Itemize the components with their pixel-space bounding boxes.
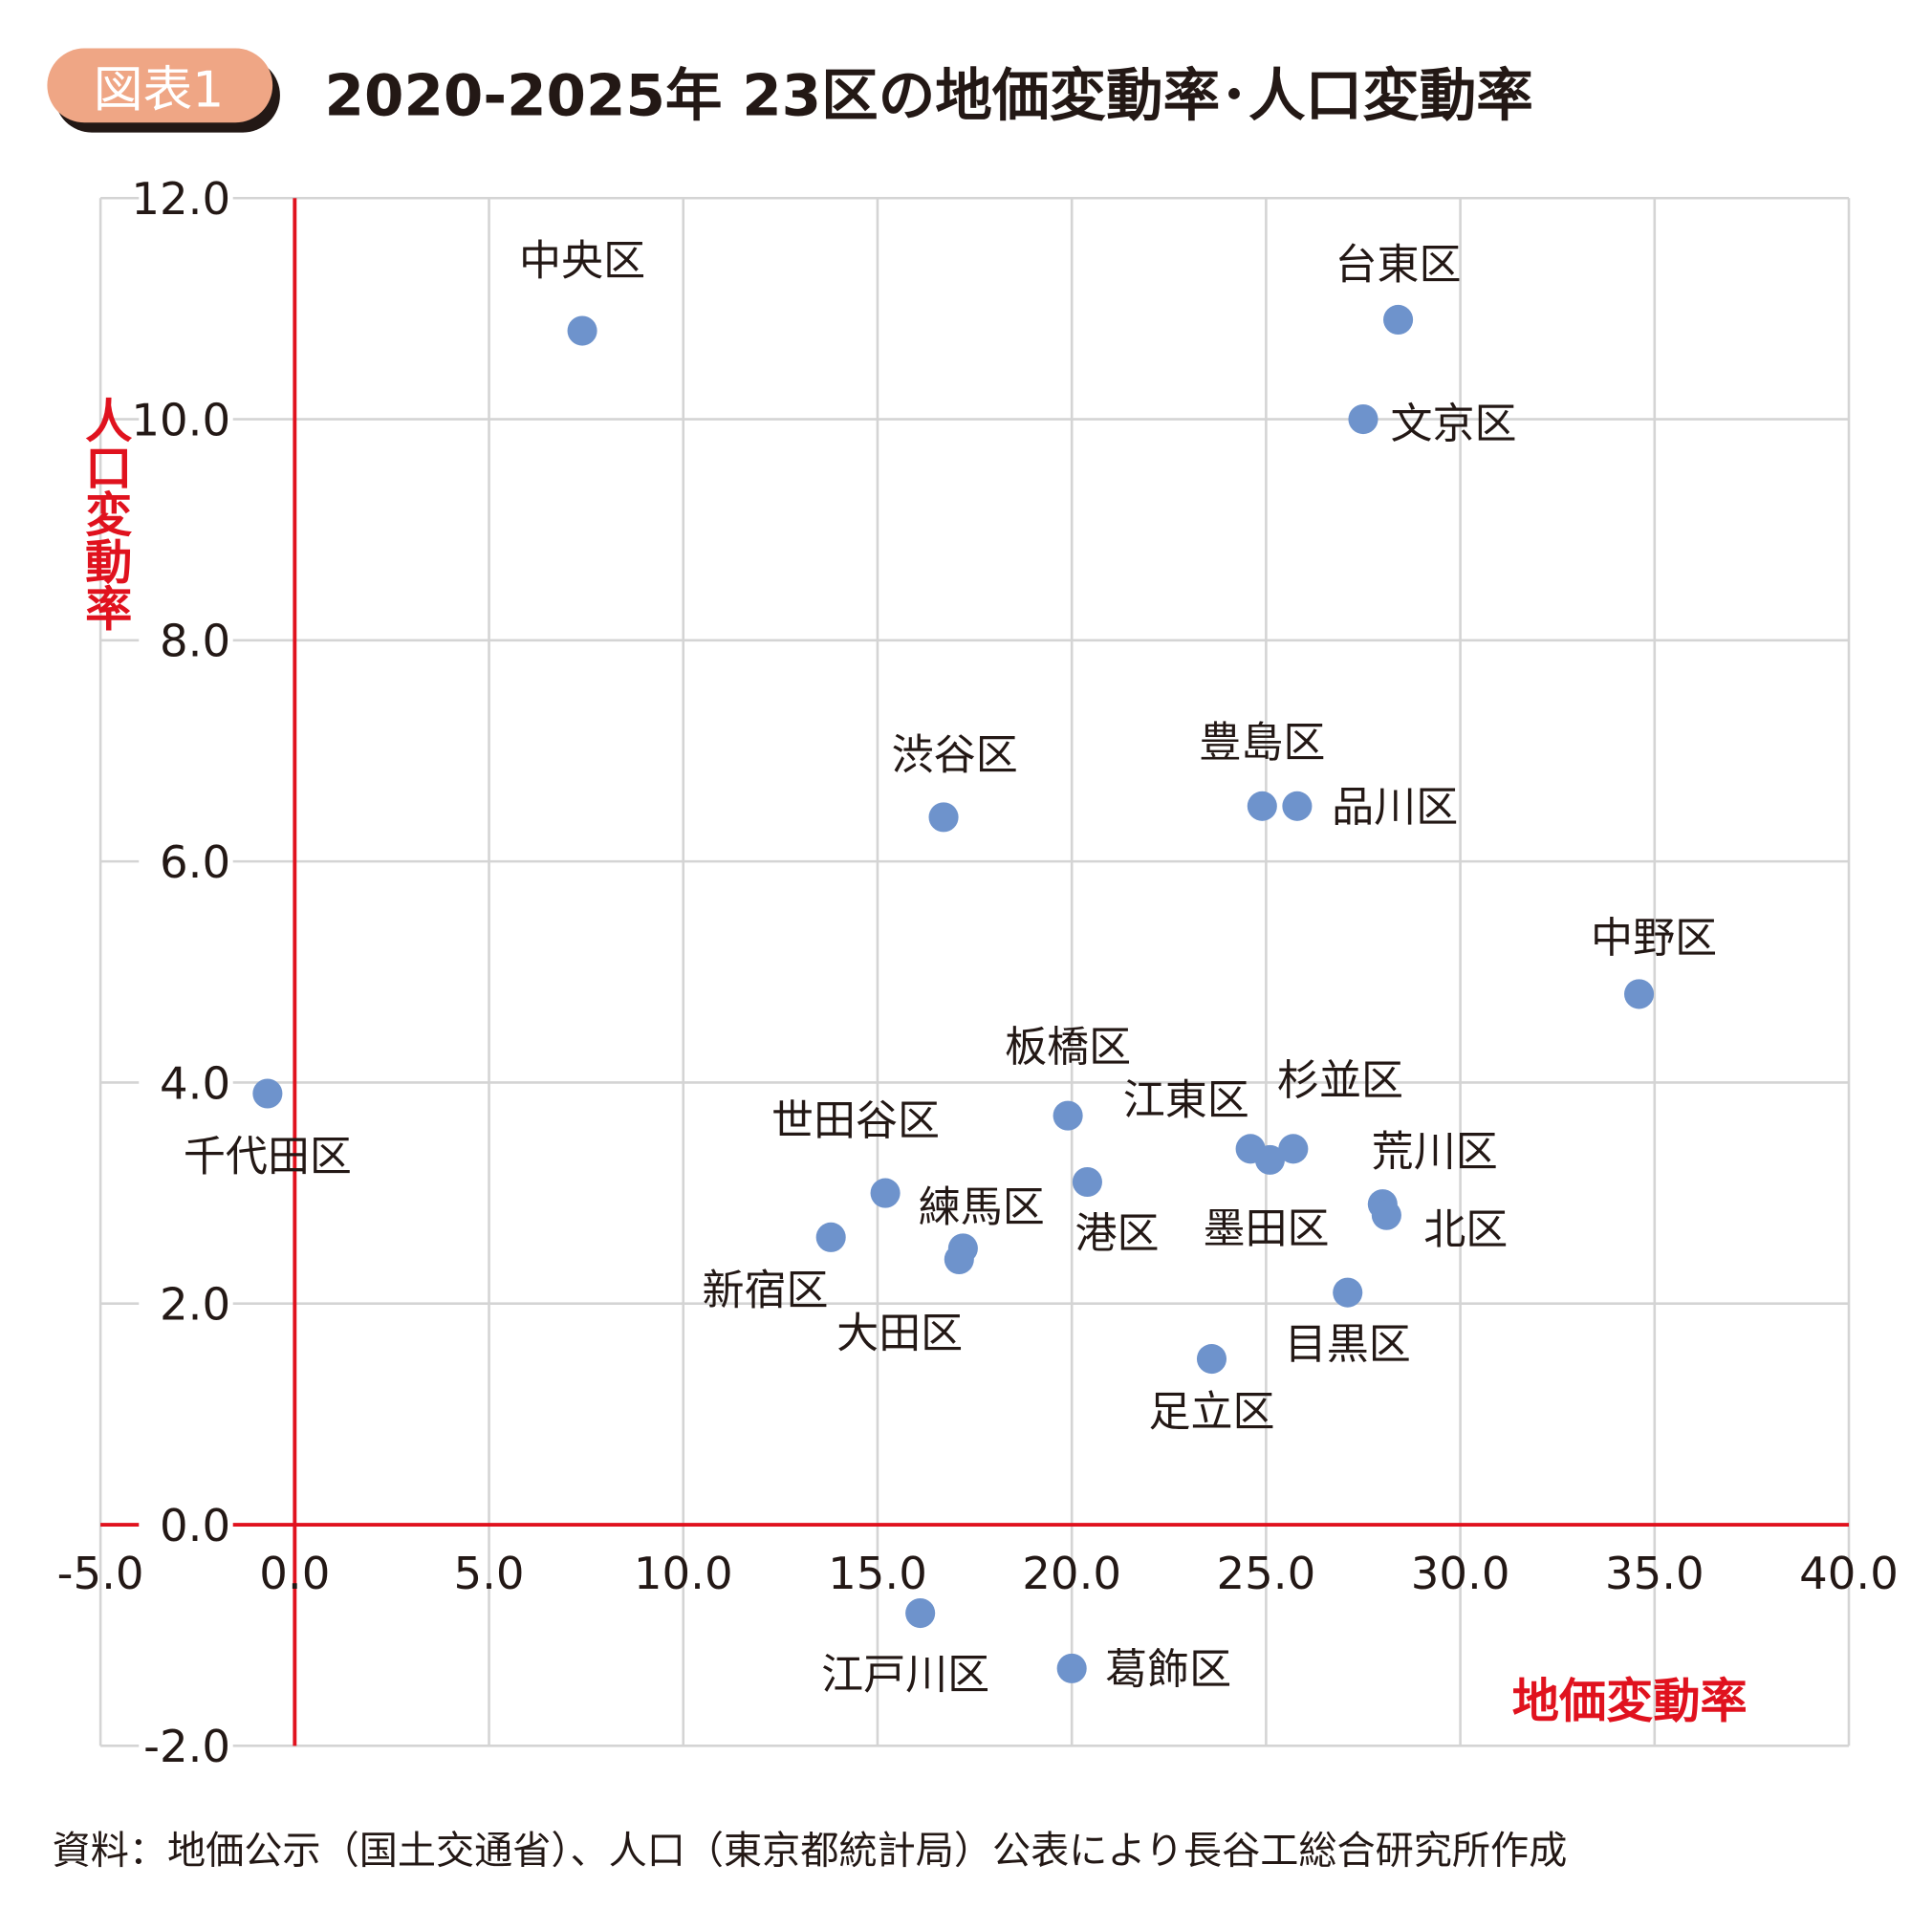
y-tick-bg (139, 1725, 233, 1767)
y-tick-label: 10.0 (131, 394, 230, 445)
y-tick-label: -2.0 (143, 1721, 230, 1772)
x-axis-label: 地価変動率 (1512, 1674, 1747, 1729)
y-tick-bg (139, 1062, 233, 1103)
data-point (905, 1597, 936, 1629)
x-tick-label: 40.0 (1799, 1548, 1899, 1599)
data-point-label: 板橋区 (1005, 1023, 1131, 1072)
data-point (1196, 1344, 1227, 1375)
y-tick-label: 4.0 (160, 1057, 230, 1109)
y-tick-label: 6.0 (160, 836, 230, 888)
y-tick-label: 0.0 (160, 1500, 230, 1551)
data-point-label: 豊島区 (1199, 718, 1325, 767)
data-point (1371, 1200, 1401, 1230)
source-note: 資料：地価公示（国土交通省）、人口（東京都統計局）公表により長谷工総合研究所作成 (53, 1829, 1568, 1873)
data-point (928, 802, 959, 833)
data-point-label: 大田区 (836, 1309, 963, 1357)
data-point-label: 中野区 (1591, 914, 1717, 963)
data-point-label: 練馬区 (919, 1182, 1045, 1231)
data-point (1333, 1277, 1363, 1308)
badge (47, 48, 273, 123)
data-point (1254, 1144, 1285, 1175)
data-point-label: 目黒区 (1285, 1320, 1411, 1369)
y-tick-bg (139, 178, 233, 218)
data-point (1053, 1100, 1083, 1131)
data-point (567, 315, 597, 346)
badge-label: 図表1 (94, 61, 225, 119)
data-point-label: 港区 (1075, 1209, 1159, 1258)
data-point (1278, 1134, 1309, 1164)
data-point-label: 墨田区 (1204, 1204, 1330, 1253)
data-point (870, 1178, 901, 1208)
data-point-label: 台東区 (1335, 241, 1462, 290)
x-tick-label: 35.0 (1605, 1548, 1704, 1599)
x-tick-label: 5.0 (453, 1548, 524, 1599)
grid (98, 196, 1851, 1747)
data-point-label: 足立区 (1148, 1387, 1274, 1436)
data-point-label: 江東区 (1123, 1076, 1249, 1125)
data-point-label: 新宿区 (703, 1266, 829, 1314)
y-tick-bg (139, 1505, 233, 1545)
data-point-label: 品川区 (1332, 783, 1458, 832)
x-tick-label: 15.0 (828, 1548, 927, 1599)
y-tick-bg (139, 399, 233, 440)
data-point-label: 荒川区 (1372, 1127, 1498, 1176)
data-point-label: 中央区 (519, 237, 645, 286)
data-point-label: 渋谷区 (892, 730, 1018, 779)
data-point (1072, 1166, 1102, 1198)
y-tick-label: 2.0 (160, 1279, 230, 1331)
y-tick-bg (139, 1284, 233, 1324)
y-tick-bg (139, 841, 233, 881)
data-point (1383, 304, 1414, 335)
x-tick-label: 10.0 (634, 1548, 733, 1599)
data-point (1624, 979, 1655, 1009)
data-point (944, 1244, 974, 1275)
data-point-label: 千代田区 (184, 1132, 352, 1181)
data-point (1282, 791, 1313, 821)
x-tick-label: -5.0 (57, 1548, 144, 1599)
x-tick-label: 25.0 (1216, 1548, 1315, 1599)
x-tick-label: 0.0 (259, 1548, 330, 1599)
data-point (252, 1078, 283, 1109)
data-point-label: 北区 (1423, 1205, 1508, 1254)
data-point (1247, 791, 1277, 821)
y-axis-label: 人口変動率 (77, 396, 133, 631)
x-tick-label: 30.0 (1411, 1548, 1510, 1599)
data-point (1056, 1653, 1087, 1683)
data-point-label: 世田谷区 (771, 1096, 940, 1145)
tick-labels: -5.0 0.0 5.0 10.0 15.0 20.0 25.0 30.0 35.0 40.0 -2… (57, 173, 1899, 1772)
data-point-label: 葛飾区 (1105, 1645, 1231, 1694)
header: 図表1 2020-2025年 23区の地価変動率･人口変動率 (47, 48, 1533, 133)
y-tick-label: 8.0 (160, 616, 230, 667)
data-point-label: 杉並区 (1277, 1056, 1403, 1105)
data-point-label: 文京区 (1390, 400, 1516, 448)
x-tick-label: 20.0 (1022, 1548, 1121, 1599)
y-tick-bg (139, 620, 233, 661)
y-tick-label: 12.0 (131, 173, 230, 225)
data-point (1348, 403, 1378, 435)
data-point-label: 江戸川区 (821, 1651, 989, 1700)
axes (100, 198, 1850, 1746)
chart-title: 2020-2025年 23区の地価変動率･人口変動率 (325, 63, 1533, 129)
data-point (815, 1222, 846, 1252)
